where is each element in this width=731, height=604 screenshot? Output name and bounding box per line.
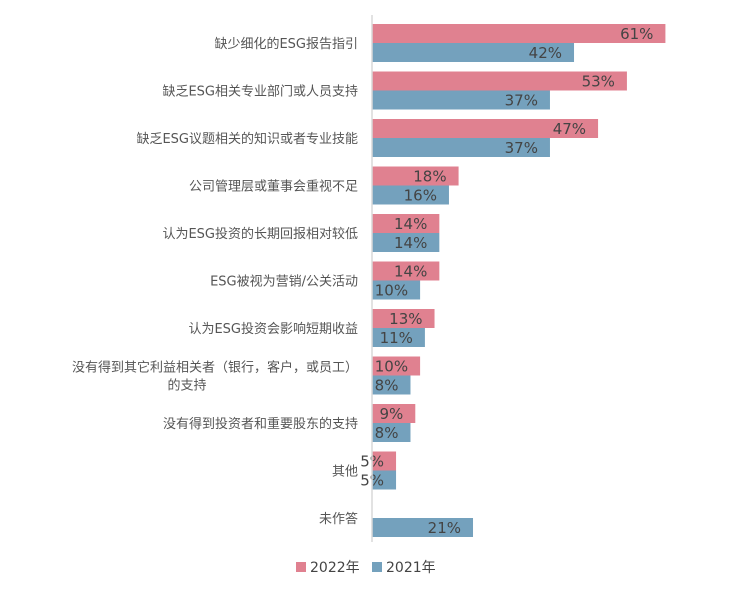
category-label: 缺乏ESG相关专业部门或人员支持: [162, 85, 358, 100]
category-label: 认为ESG投资的长期回报相对较低: [162, 226, 358, 242]
bar-2022: [372, 71, 627, 91]
data-label: 16%: [404, 187, 437, 205]
data-label: 10%: [375, 282, 408, 300]
bar-2021: [372, 518, 474, 537]
data-label: 9%: [379, 405, 403, 423]
bar-2021: [372, 90, 550, 110]
data-label: 37%: [505, 139, 538, 157]
category-label: 的支持: [167, 378, 206, 394]
bar-2022: [372, 166, 459, 186]
category-label: 其他: [332, 465, 358, 480]
category-label: ESG被视为营销/公关活动: [210, 275, 358, 290]
bar-2021: [372, 138, 550, 157]
data-label: 10%: [375, 358, 408, 376]
bar-2021: [372, 375, 411, 395]
category-label: 未作答: [319, 511, 358, 527]
bar-2022: [372, 404, 416, 423]
legend-swatch: [296, 562, 306, 572]
bar-2021: [372, 43, 575, 62]
category-label: 没有得到投资者和重要股东的支持: [163, 416, 358, 432]
bar-2021: [372, 423, 411, 442]
category-label: 认为ESG投资会影响短期收益: [188, 321, 358, 337]
data-label: 18%: [413, 168, 446, 186]
data-label: 61%: [620, 25, 653, 43]
data-label: 11%: [380, 329, 413, 347]
data-label: 37%: [505, 92, 538, 110]
data-label: 8%: [375, 424, 399, 442]
legend-label: 2022年: [310, 560, 360, 576]
data-label: 53%: [582, 73, 615, 91]
bar-2021: [372, 185, 449, 205]
legend-label: 2021年: [386, 560, 436, 576]
data-label: 47%: [553, 120, 586, 138]
bar-2022: [372, 356, 421, 376]
bar-2021: [372, 233, 440, 252]
category-label: 缺少细化的ESG报告指引: [214, 36, 358, 52]
bar-2022: [372, 261, 440, 281]
bar-2022: [372, 24, 666, 43]
data-label: 14%: [394, 215, 427, 233]
category-label: 缺乏ESG议题相关的知识或者专业技能: [136, 131, 358, 147]
data-label: 21%: [428, 519, 461, 537]
category-label: 没有得到其它利益相关者（银行，客户，或员工）: [72, 360, 358, 376]
bar-2022: [372, 214, 440, 233]
data-label: 13%: [389, 310, 422, 328]
data-label: 14%: [394, 263, 427, 281]
data-label: 42%: [529, 44, 562, 62]
legend-swatch: [372, 562, 382, 572]
data-label: 8%: [375, 377, 399, 395]
bar-2021: [372, 328, 425, 347]
bar-2022: [372, 119, 599, 138]
data-label: 14%: [394, 234, 427, 252]
bar-2021: [372, 280, 421, 300]
bar-2022: [372, 309, 435, 328]
category-label: 公司管理层或董事会重视不足: [189, 179, 358, 195]
bar-2021: [372, 470, 397, 490]
bar-2022: [372, 451, 397, 471]
